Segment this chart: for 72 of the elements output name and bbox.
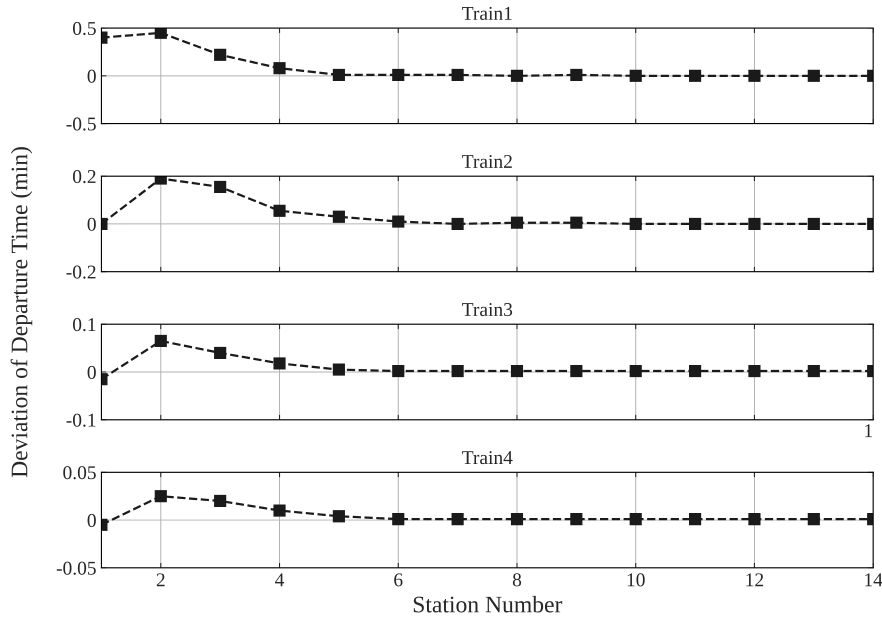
y-tick-label: 0 [88,70,96,83]
point [748,70,761,82]
y-tick-label: 0 [88,514,96,528]
point [510,216,524,229]
point [392,513,404,526]
x-tick-label: 6 [394,573,403,586]
point [630,364,642,378]
point [452,68,464,81]
y-tick-label: 0 [88,218,96,231]
point [570,216,582,229]
point [808,364,820,378]
point [452,364,464,378]
text: 1 [865,424,872,438]
point [808,218,820,230]
point [452,218,464,230]
point [570,513,582,526]
point [273,204,286,217]
x-tick-label: 2 [156,573,165,586]
y-tick-label: 0.2 [73,170,96,184]
point [214,180,226,193]
x-tick-label: 10 [628,573,645,586]
y-tick-label: -0.05 [56,562,96,575]
point [510,364,524,378]
y-tick-label: 0.05 [63,466,96,480]
point [689,364,702,378]
y-tick-label: 0.1 [73,318,96,332]
x-axis-title: Station Number [414,596,562,613]
point [273,62,286,74]
chart-title: Train3 [462,303,512,316]
y-axis-title: Deviation of Departure Time (min) [10,147,32,478]
point [689,513,702,526]
y-tick-label: -0.2 [66,266,96,279]
point [510,70,524,82]
x-tick-label: 12 [746,573,764,586]
y-tick-label: 0 [88,366,96,379]
point [392,364,404,378]
y-tick-label: -0.5 [66,117,96,131]
point [392,68,404,81]
chart-title: Train2 [462,154,512,168]
point [273,357,286,370]
point [332,210,345,223]
point [154,334,167,348]
point [570,68,582,81]
point [154,490,167,502]
point [154,28,167,39]
point [748,513,761,526]
point [214,494,226,508]
point [748,364,761,378]
point [748,218,761,230]
point [510,513,524,526]
point [392,215,404,228]
point [630,513,642,526]
point [570,364,582,378]
point [630,70,642,82]
point [332,510,345,522]
point [332,364,345,376]
point [689,70,702,82]
chart-title: Train1 [462,6,512,20]
point [452,513,464,526]
y-tick-label: 0.5 [73,22,96,36]
point [808,70,820,82]
point [332,68,345,81]
point [689,218,702,230]
chart-title: Train4 [462,451,513,464]
y-tick-label: -0.1 [66,414,96,427]
x-tick-label: 4 [275,573,284,586]
point [630,218,642,230]
x-tick-label: 8 [512,573,522,586]
point [273,504,286,517]
point [808,513,820,526]
point [214,346,226,359]
point [214,48,226,61]
